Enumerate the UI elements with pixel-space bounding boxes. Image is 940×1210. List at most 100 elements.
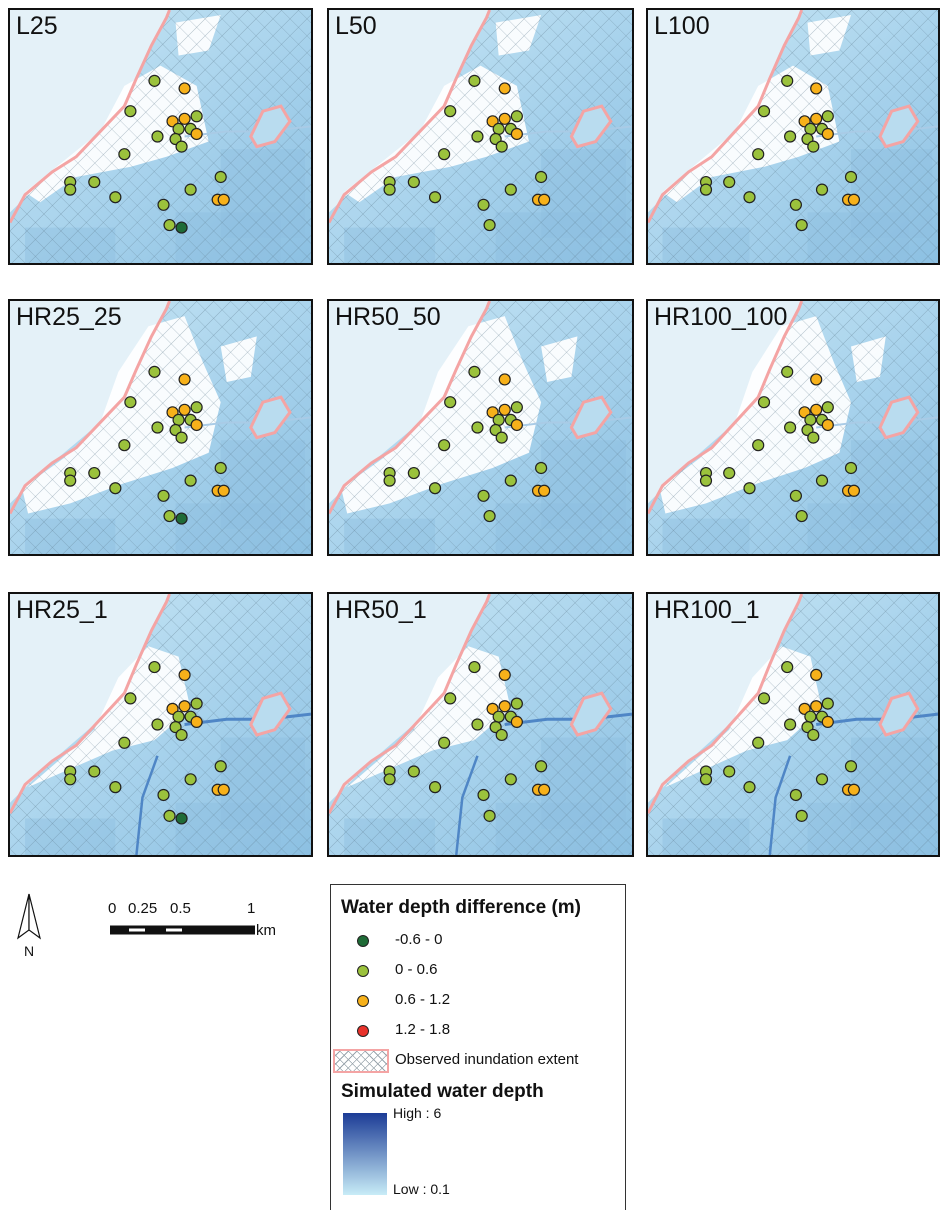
depth-difference-point (178, 668, 191, 682)
legend-item-class-4: 1.2 - 1.8 (331, 1019, 621, 1045)
depth-difference-point (504, 474, 517, 487)
depth-difference-point (789, 489, 802, 502)
observed-extent-outline (648, 594, 804, 814)
depth-difference-point (468, 365, 481, 378)
map-panel-hr50-1: HR50_1 (327, 592, 634, 857)
depth-difference-point (810, 668, 823, 682)
depth-difference-point (510, 127, 523, 141)
depth-difference-point (815, 183, 829, 196)
depth-difference-point (190, 401, 203, 414)
depth-difference-point (151, 718, 164, 731)
depth-difference-point (184, 474, 197, 487)
depth-difference-point (64, 773, 77, 786)
depth-difference-point (743, 781, 756, 794)
depth-difference-point (844, 760, 858, 773)
depth-difference-point (157, 489, 170, 502)
depth-difference-point (789, 788, 802, 802)
depth-difference-point (383, 773, 396, 786)
panel-title: HR100_1 (654, 596, 760, 624)
depth-difference-point (821, 715, 834, 728)
scale-tick-label: 0.5 (170, 900, 191, 917)
depth-difference-point (821, 418, 834, 432)
map-canvas (648, 594, 938, 855)
panel-title: L25 (16, 12, 58, 40)
depth-difference-point (438, 148, 451, 161)
depth-difference-point (184, 773, 197, 786)
legend-hatch-swatch (333, 1049, 389, 1073)
map-canvas (329, 301, 632, 554)
depth-difference-point (88, 175, 101, 189)
observed-extent-outline (10, 10, 171, 224)
depth-difference-point (844, 461, 858, 475)
depth-difference-point (538, 484, 551, 497)
depth-difference-point (190, 110, 203, 123)
depth-difference-point (538, 193, 551, 206)
depth-difference-point (483, 218, 496, 232)
river-channel (504, 416, 632, 429)
depth-difference-point (538, 783, 551, 796)
depth-difference-point (804, 710, 817, 723)
creek-channel (135, 755, 159, 855)
land-area (10, 301, 170, 504)
depth-difference-point (795, 809, 808, 822)
depth-difference-point (810, 82, 823, 95)
depth-difference-point (148, 74, 161, 87)
map-panel-hr100-100: HR100_100 (646, 299, 940, 556)
map-panel-l50: L50 (327, 8, 634, 265)
depth-difference-point (784, 130, 797, 143)
legend-label: 0 - 0.6 (395, 961, 438, 978)
depth-difference-point (498, 373, 511, 386)
land-area (648, 301, 802, 504)
depth-difference-point (178, 82, 191, 95)
depth-difference-point (477, 489, 490, 502)
panel-title: L100 (654, 12, 710, 40)
depth-difference-point (163, 809, 176, 822)
depth-difference-point (784, 421, 797, 434)
depth-difference-point (175, 140, 188, 153)
river-channel (184, 125, 311, 138)
depth-difference-point (175, 221, 188, 234)
north-arrow-icon: N (17, 893, 41, 959)
depth-difference-point (438, 736, 451, 749)
legend-dot (357, 995, 369, 1007)
panel-title: HR50_1 (335, 596, 427, 624)
legend-label: -0.6 - 0 (395, 931, 443, 948)
depth-difference-point (810, 112, 823, 125)
depth-difference-point (781, 660, 794, 674)
scale-bar-graphic (110, 925, 255, 935)
depth-difference-point (821, 401, 834, 414)
map-panel-hr25-1: HR25_1 (8, 592, 313, 857)
depth-difference-point (743, 191, 756, 204)
depth-difference-point (815, 474, 829, 487)
depth-difference-point (214, 760, 227, 773)
legend-dot (357, 965, 369, 977)
depth-difference-point (184, 183, 197, 196)
depth-difference-point (844, 170, 858, 184)
ramp-low-label: Low : 0.1 (393, 1181, 450, 1197)
depth-difference-point (178, 373, 191, 386)
depth-difference-point (157, 788, 170, 802)
depth-difference-point (383, 183, 396, 196)
legend-label: 1.2 - 1.8 (395, 1021, 451, 1038)
depth-difference-point (438, 439, 451, 452)
depth-difference-point (444, 396, 457, 409)
depth-difference-point (498, 668, 511, 682)
land-area (10, 10, 170, 213)
depth-difference-point (492, 122, 505, 136)
map-panel-hr50-50: HR50_50 (327, 299, 634, 556)
pond-outline (249, 395, 292, 440)
map-panel-l25: L25 (8, 8, 313, 265)
depth-difference-point (407, 175, 420, 189)
scale-bar: 0 0.25 0.5 1 km (104, 900, 294, 950)
depth-difference-point (178, 403, 191, 416)
depth-difference-point (757, 396, 771, 409)
panel-title: L50 (335, 12, 377, 40)
depth-difference-point (172, 413, 185, 427)
depth-difference-point (217, 193, 230, 206)
depth-difference-point (807, 140, 820, 153)
depth-difference-point (109, 482, 122, 495)
land-area (10, 594, 170, 803)
observed-extent-outline (329, 594, 491, 814)
pond-outline (569, 395, 613, 440)
depth-difference-point (214, 170, 227, 184)
